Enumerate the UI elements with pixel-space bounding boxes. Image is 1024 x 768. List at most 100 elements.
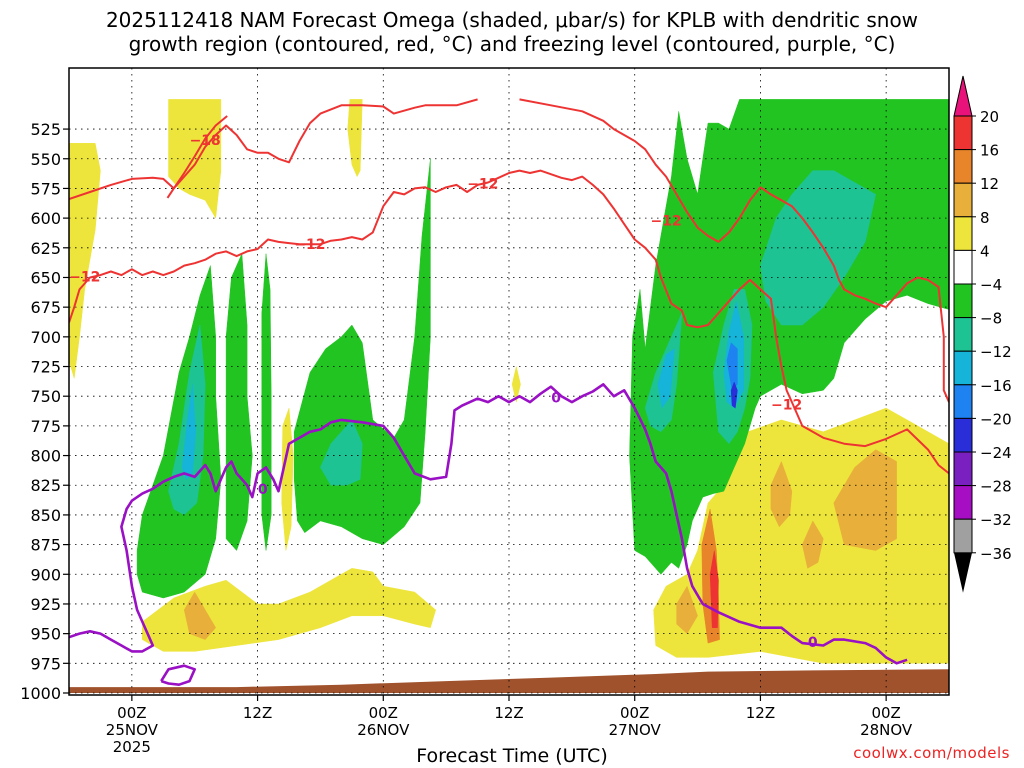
colorbar-bin-4 [953, 249, 973, 285]
colorbar-label-12: −32 [980, 511, 1012, 529]
omega-region-25 [657, 348, 675, 409]
colorbar-bin-9 [953, 417, 973, 453]
contour-label-7: 0 [258, 482, 268, 498]
colorbar-label-4: 4 [980, 242, 990, 260]
colorbar-bin-2 [953, 182, 973, 218]
x-tick-label-0-1: 25NOV [106, 721, 159, 739]
chart-title-line1: 2025112418 NAM Forecast Omega (shaded, μ… [105, 8, 919, 32]
y-tick-label-775: 775 [30, 417, 61, 436]
contour-label-5: −12 [771, 398, 802, 414]
omega-region-23 [760, 170, 876, 326]
contour-label-1: −12 [467, 177, 498, 193]
y-tick-label-825: 825 [30, 476, 61, 495]
omega-region-3 [142, 568, 436, 652]
colorbar-bin-8 [953, 384, 973, 419]
y-tick-label-650: 650 [30, 268, 61, 287]
colorbar-label-2: 12 [980, 175, 999, 193]
contour-labels: −18 −12 −12 −12 −12 −12 0 0 0 [69, 133, 818, 651]
omega-region-27 [726, 342, 738, 391]
y-tick-label-700: 700 [30, 328, 61, 347]
omega-region-24 [181, 384, 197, 480]
y-tick-label-900: 900 [30, 565, 61, 584]
colorbar-label-6: −8 [980, 310, 1002, 328]
colorbar-label-0: 20 [980, 108, 999, 126]
omega-shading [69, 99, 949, 693]
contour-lines [69, 98, 949, 687]
x-tick-label-48-1: 27NOV [609, 721, 662, 739]
colorbar-bin-0 [953, 115, 973, 151]
y-tick-label-875: 875 [30, 536, 61, 555]
omega-region-14 [136, 265, 222, 599]
x-tick-label-0-0: 00Z [117, 704, 146, 722]
omega-region-16 [261, 253, 272, 551]
y-tick-label-675: 675 [30, 298, 61, 317]
y-tick-label-1000: 1000 [20, 684, 61, 703]
y-tick-label-800: 800 [30, 447, 61, 466]
y-tick-label-950: 950 [30, 625, 61, 644]
x-tick-label-60-0: 12Z [746, 704, 775, 722]
freezing-contour-0 [69, 382, 908, 665]
y-tick-label-750: 750 [30, 387, 61, 406]
colorbar-label-9: −20 [980, 410, 1012, 428]
omega-region-2 [347, 99, 363, 178]
contour-label-0: −18 [190, 133, 221, 149]
colorbar-label-7: −12 [980, 343, 1012, 361]
dgz-contour-3 [519, 98, 949, 403]
omega-region-11 [802, 520, 824, 569]
contour-label-6: 0 [551, 390, 561, 406]
omega-region-10 [676, 585, 698, 634]
omega-region-15 [225, 253, 253, 551]
omega-region-9 [833, 449, 897, 551]
y-tick-label-550: 550 [30, 150, 61, 169]
colorbar-bin-1 [953, 149, 973, 184]
colorbar-bin-6 [953, 317, 973, 352]
y-tick-label-975: 975 [30, 654, 61, 673]
omega-region-4 [281, 408, 294, 551]
y-tick-label-850: 850 [30, 506, 61, 525]
x-tick-label-72-1: 28NOV [860, 721, 913, 739]
omega-region-17 [293, 158, 431, 545]
colorbar-bin-12 [953, 518, 973, 554]
x-tick-label-24-0: 00Z [369, 704, 398, 722]
colorbar-label-10: −24 [980, 444, 1012, 462]
omega-region-6 [511, 366, 521, 403]
x-tick-label-12-0: 12Z [243, 704, 272, 722]
contour-label-2: −12 [294, 237, 325, 253]
omega-region-28 [730, 381, 738, 409]
x-tick-label-72-0: 00Z [871, 704, 900, 722]
colorbar-bin-5 [953, 283, 973, 319]
x-tick-label-36-0: 12Z [494, 704, 523, 722]
colorbar-label-1: 16 [980, 142, 999, 160]
x-tick-label-48-0: 00Z [620, 704, 649, 722]
freezing-contour-1 [160, 664, 196, 687]
contour-label-8: 0 [808, 635, 818, 651]
x-axis-title: Forecast Time (UTC) [416, 745, 608, 767]
x-tick-label-0-2: 2025 [113, 738, 151, 756]
colorbar-bin-7 [953, 350, 973, 386]
colorbar-label-13: −36 [980, 545, 1012, 563]
colorbar-bin-11 [953, 485, 973, 520]
y-tick-label-525: 525 [30, 120, 61, 139]
chart-title-line2: growth region (contoured, red, °C) and f… [128, 32, 896, 56]
y-axis: 525 550 575 600 625 650 675 700 725 750 775 800 825 8… [20, 120, 69, 703]
x-tick-label-24-1: 26NOV [357, 721, 410, 739]
colorbar-bin-10 [953, 451, 973, 487]
omega-region-20 [320, 419, 363, 486]
contour-label-3: −12 [69, 269, 100, 285]
credit-text: coolwx.com/models [853, 744, 1010, 762]
colorbar-label-11: −28 [980, 478, 1012, 496]
omega-region-19 [168, 324, 206, 516]
y-tick-label-625: 625 [30, 239, 61, 258]
colorbar-over-arrow [953, 75, 973, 117]
y-tick-label-725: 725 [30, 358, 61, 377]
colorbar-under-arrow [954, 552, 972, 593]
y-tick-label-600: 600 [30, 209, 61, 228]
colorbar-label-5: −4 [980, 276, 1002, 294]
dgz-contour-2 [69, 169, 949, 475]
y-tick-label-575: 575 [30, 179, 61, 198]
colorbar-label-8: −16 [980, 377, 1012, 395]
colorbar-label-3: 8 [980, 209, 990, 227]
colorbar-bin-3 [953, 216, 973, 251]
contour-label-4: −12 [651, 213, 682, 229]
